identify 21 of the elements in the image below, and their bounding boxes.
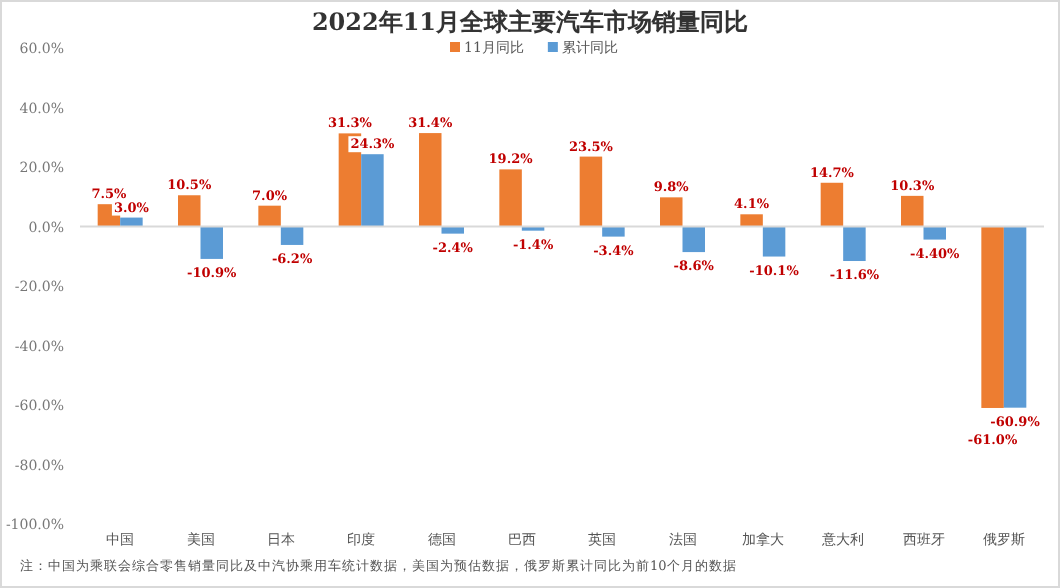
- chart-title: 2022年11月全球主要汽车市场销量同比: [311, 8, 749, 36]
- bar: [579, 156, 603, 227]
- bar: [499, 169, 522, 227]
- bar: [1003, 226, 1027, 408]
- bar: [820, 182, 844, 227]
- bar: [361, 154, 384, 227]
- bar: [981, 226, 1004, 408]
- bar: [762, 226, 786, 257]
- bar: [660, 197, 683, 227]
- bar: [178, 195, 201, 227]
- bar: [602, 226, 625, 237]
- bar: [258, 205, 281, 227]
- bar: [120, 217, 143, 227]
- bar: [419, 133, 442, 227]
- bar: [200, 226, 223, 259]
- bar: [740, 214, 763, 227]
- bar: [923, 226, 946, 240]
- bar: [843, 226, 866, 262]
- bar: [682, 226, 705, 253]
- bar: [901, 195, 924, 227]
- bar: [280, 226, 304, 245]
